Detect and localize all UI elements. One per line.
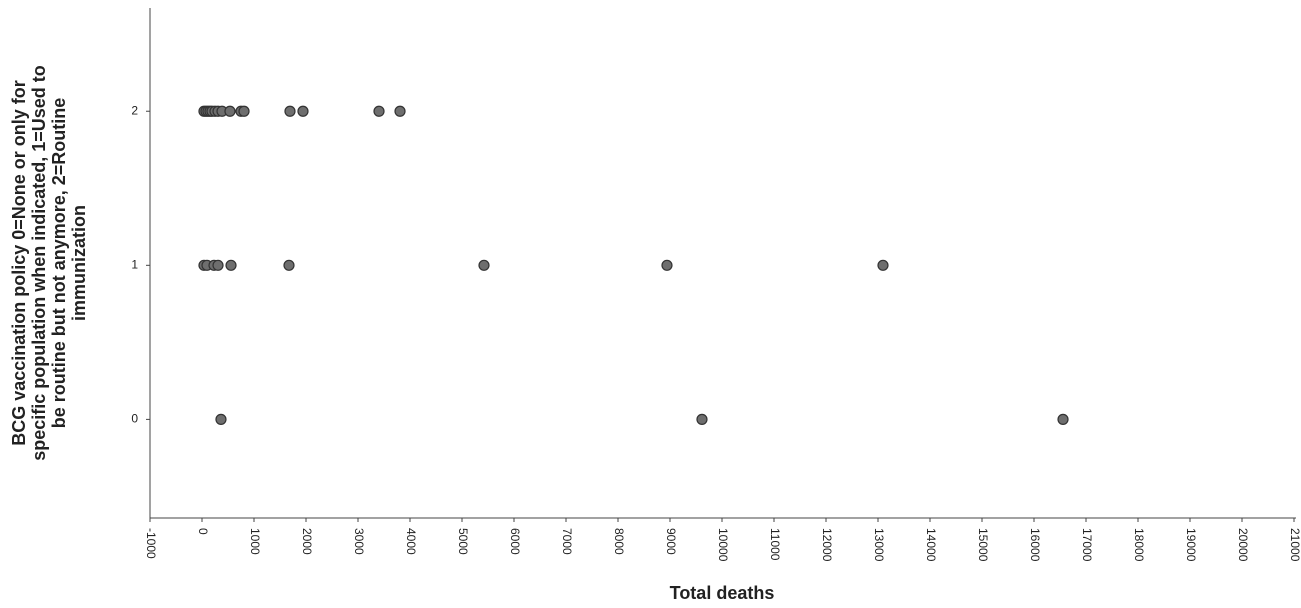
x-tick-label: -1000: [144, 528, 158, 559]
point: [238, 105, 250, 117]
y-axis-title: immunization: [69, 205, 89, 321]
x-tick-label: 14000: [924, 528, 938, 562]
x-tick-label: 2000: [300, 528, 314, 555]
x-tick-label: 7000: [560, 528, 574, 555]
point: [224, 105, 236, 117]
x-tick-label: 15000: [976, 528, 990, 562]
point: [478, 259, 490, 271]
x-tick-label: 21000: [1288, 528, 1301, 562]
x-tick-label: 5000: [456, 528, 470, 555]
x-tick-label: 12000: [820, 528, 834, 562]
point: [1057, 413, 1069, 425]
x-tick-label: 19000: [1184, 528, 1198, 562]
point: [661, 259, 673, 271]
y-tick-label: 2: [131, 103, 138, 117]
point: [394, 105, 406, 117]
x-tick-label: 0: [196, 528, 210, 535]
x-tick-label: 13000: [872, 528, 886, 562]
y-tick-label: 0: [131, 412, 138, 426]
point: [877, 259, 889, 271]
point: [225, 259, 237, 271]
x-tick-label: 18000: [1132, 528, 1146, 562]
x-tick-label: 11000: [768, 528, 782, 561]
point: [212, 259, 224, 271]
point: [696, 413, 708, 425]
x-tick-label: 1000: [248, 528, 262, 555]
x-tick-label: 3000: [352, 528, 366, 555]
point: [215, 413, 227, 425]
point: [283, 259, 295, 271]
x-axis-title: Total deaths: [670, 583, 775, 603]
x-tick-label: 6000: [508, 528, 522, 555]
x-tick-label: 4000: [404, 528, 418, 555]
x-tick-label: 16000: [1028, 528, 1042, 562]
point: [297, 105, 309, 117]
x-tick-label: 17000: [1080, 528, 1094, 562]
y-axis-title: specific population when indicated, 1=Us…: [29, 65, 49, 461]
x-tick-label: 20000: [1236, 528, 1250, 562]
point: [373, 105, 385, 117]
y-tick-label: 1: [131, 257, 138, 271]
y-axis-title: BCG vaccination policy 0=None or only fo…: [9, 80, 29, 446]
y-axis-title: be routine but not anymore, 2=Routine: [49, 98, 69, 429]
point: [284, 105, 296, 117]
x-tick-label: 9000: [664, 528, 678, 555]
x-tick-label: 10000: [716, 528, 730, 562]
x-tick-label: 8000: [612, 528, 626, 555]
